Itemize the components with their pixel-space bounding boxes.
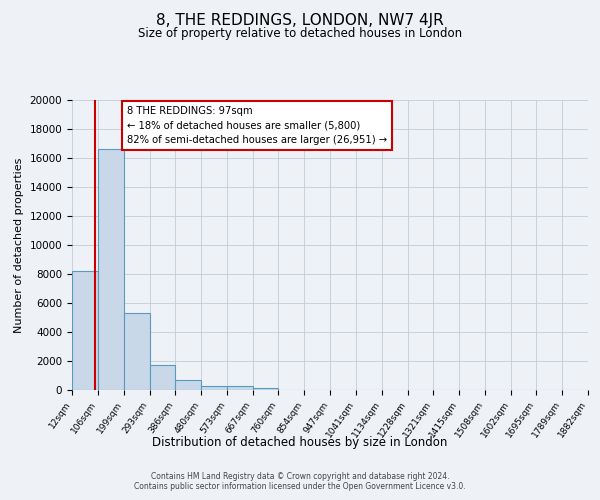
Text: Size of property relative to detached houses in London: Size of property relative to detached ho… — [138, 28, 462, 40]
Text: 8 THE REDDINGS: 97sqm
← 18% of detached houses are smaller (5,800)
82% of semi-d: 8 THE REDDINGS: 97sqm ← 18% of detached … — [127, 106, 387, 146]
Y-axis label: Number of detached properties: Number of detached properties — [14, 158, 24, 332]
Bar — [124, 313, 149, 390]
Bar — [149, 364, 175, 390]
Text: Contains HM Land Registry data © Crown copyright and database right 2024.: Contains HM Land Registry data © Crown c… — [151, 472, 449, 481]
Text: 8, THE REDDINGS, LONDON, NW7 4JR: 8, THE REDDINGS, LONDON, NW7 4JR — [156, 12, 444, 28]
Text: Contains public sector information licensed under the Open Government Licence v3: Contains public sector information licen… — [134, 482, 466, 491]
Bar — [72, 271, 98, 390]
Bar — [201, 386, 227, 390]
Bar — [253, 388, 278, 390]
Bar — [175, 380, 201, 390]
Bar — [227, 386, 253, 390]
Text: Distribution of detached houses by size in London: Distribution of detached houses by size … — [152, 436, 448, 449]
Bar — [98, 150, 124, 390]
